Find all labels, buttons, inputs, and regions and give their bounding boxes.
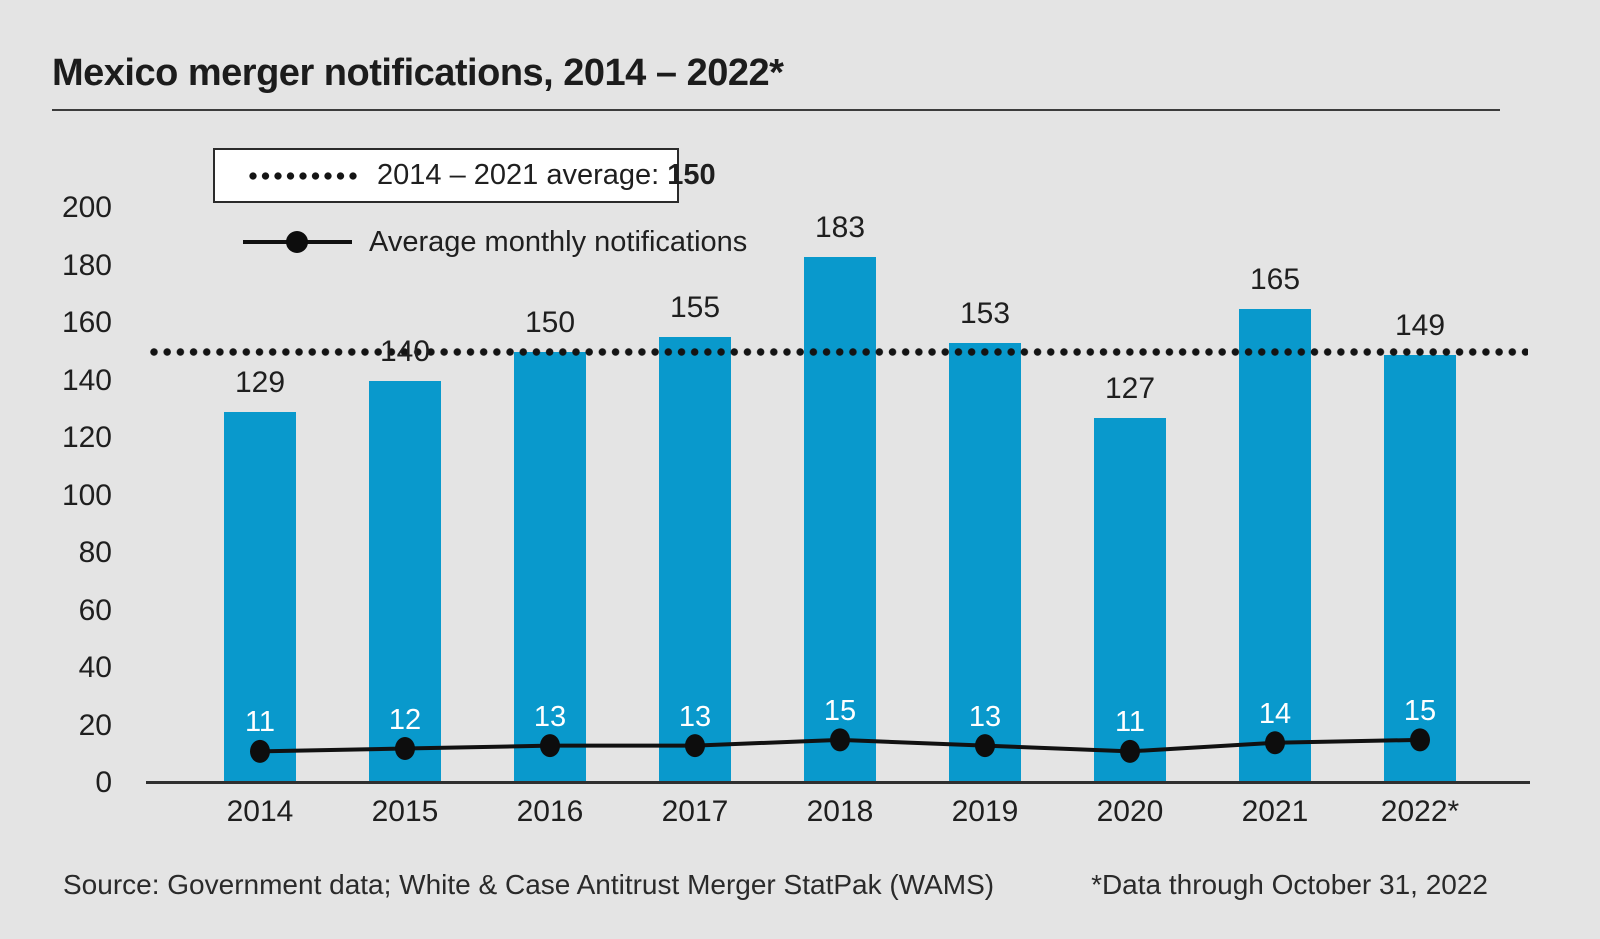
legend-average-value: 150	[667, 159, 716, 191]
line-marker-swatch-icon	[243, 222, 352, 262]
source-note: Source: Government data; White & Case An…	[63, 869, 995, 900]
bar-value-label: 155	[669, 291, 721, 325]
x-axis-label: 2014	[226, 795, 294, 828]
y-tick-label: 20	[78, 708, 112, 742]
x-axis-label: 2016	[516, 795, 584, 828]
line-value-label: 13	[968, 700, 1002, 733]
bar-value-label: 140	[379, 334, 431, 368]
chart-title: Mexico merger notifications, 2014 – 2022…	[52, 52, 784, 94]
legend-monthly-label: Average monthly notifications	[369, 225, 748, 258]
x-axis-label: 2018	[806, 795, 874, 828]
legend-average: 2014 – 2021 average: 150	[213, 148, 716, 203]
x-axis-line	[146, 781, 1530, 784]
line-value-label: 12	[388, 703, 422, 736]
line-value-label: 15	[1403, 694, 1437, 727]
bar-value-label: 129	[234, 366, 286, 400]
bar	[1384, 354, 1456, 783]
y-tick-label: 40	[78, 651, 112, 684]
average-reference-line	[150, 347, 1528, 356]
y-tick-label: 120	[61, 421, 112, 454]
bar	[949, 343, 1021, 783]
line-value-label: 11	[1114, 706, 1146, 739]
x-axis-label: 2022*	[1380, 795, 1460, 828]
x-axis-label: 2021	[1241, 795, 1309, 828]
legend-monthly: Average monthly notifications	[243, 222, 747, 262]
legend-average-label: 2014 – 2021 average: 150	[377, 159, 716, 192]
bar-value-label: 165	[1249, 262, 1301, 296]
x-axis-label: 2015	[371, 795, 439, 828]
bar-value-label: 153	[959, 297, 1011, 331]
bar-value-label: 183	[814, 210, 866, 244]
bar	[224, 412, 296, 783]
y-tick-label: 60	[78, 593, 112, 627]
bar-value-label: 150	[524, 305, 576, 339]
x-axis-label: 2019	[951, 795, 1019, 828]
y-tick-label: 80	[78, 536, 112, 569]
bar	[1094, 417, 1166, 783]
title-divider	[52, 109, 1500, 111]
line-value-label: 11	[244, 706, 276, 739]
y-tick-label: 140	[61, 363, 112, 397]
line-value-label: 13	[678, 700, 712, 733]
bar	[1239, 308, 1311, 783]
bar	[659, 337, 731, 783]
dotted-line-swatch-icon	[249, 171, 361, 180]
line-value-label: 15	[823, 694, 857, 727]
bar	[514, 351, 586, 783]
bar-value-label: 127	[1104, 371, 1156, 405]
y-tick-label: 200	[61, 191, 112, 224]
y-tick-label: 180	[61, 248, 112, 282]
data-asterisk-note: *Data through October 31, 2022	[1091, 869, 1488, 900]
y-tick-label: 0	[95, 766, 112, 799]
x-axis-label: 2020	[1096, 795, 1164, 828]
bar	[804, 256, 876, 783]
y-tick-label: 160	[61, 306, 112, 339]
bar-value-label: 149	[1394, 308, 1446, 342]
line-value-label: 14	[1258, 697, 1292, 730]
legend-average-prefix: 2014 – 2021 average:	[377, 159, 660, 191]
y-tick-label: 100	[61, 478, 112, 512]
x-axis-label: 2017	[661, 795, 729, 828]
bar	[369, 380, 441, 783]
line-value-label: 13	[533, 700, 567, 733]
